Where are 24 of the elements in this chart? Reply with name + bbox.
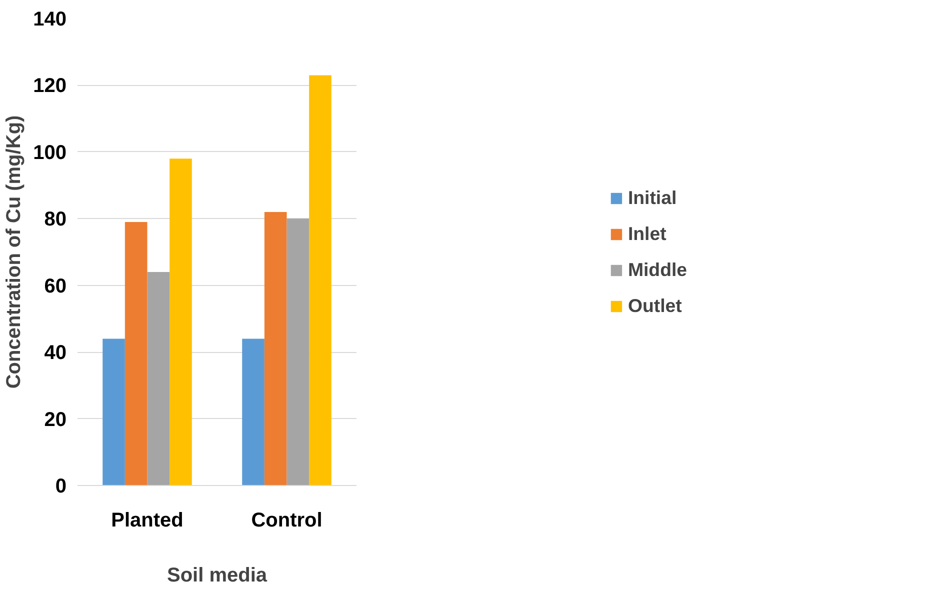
legend-label: Middle (628, 258, 688, 280)
x-axis-title: Soil media (166, 564, 268, 586)
x-tick-label: Control (251, 510, 322, 532)
bar (170, 158, 192, 486)
y-tick-label: 80 (44, 208, 67, 231)
y-tick-label: 20 (44, 408, 67, 431)
bar (286, 218, 310, 486)
legend-label: Inlet (628, 222, 666, 244)
y-tick-label: 100 (33, 142, 67, 164)
bar (264, 212, 287, 486)
bar (124, 222, 148, 486)
y-tick-label: 60 (44, 275, 67, 298)
y-tick-label: 0 (55, 476, 66, 498)
legend-label: Initial (628, 186, 677, 208)
bar (147, 272, 170, 486)
legend-label: Outlet (628, 294, 682, 316)
bar (309, 75, 332, 486)
y-tick-label: 40 (44, 342, 67, 364)
y-tick-label: 120 (33, 75, 67, 98)
x-tick-label: Planted (111, 510, 184, 532)
y-axis-title: Concentration of Cu (mg/Kg) (3, 115, 26, 389)
bar (242, 338, 264, 486)
bar (102, 338, 125, 486)
y-tick-label: 140 (33, 8, 67, 30)
